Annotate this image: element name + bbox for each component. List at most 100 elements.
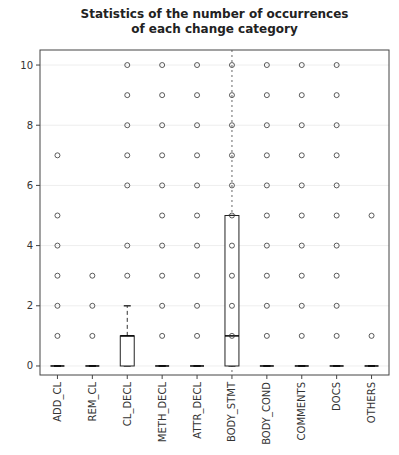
median: [260, 365, 274, 367]
flier: [264, 183, 269, 188]
flier: [90, 303, 95, 308]
median: [120, 335, 134, 337]
flier: [195, 183, 200, 188]
title: Statistics of the number of occurrenceso…: [81, 7, 349, 36]
flier: [334, 273, 339, 278]
x-tick: [162, 375, 163, 379]
flier: [125, 153, 130, 158]
x-tick-label: BODY_COND: [261, 382, 273, 445]
median: [155, 365, 169, 367]
flier: [55, 273, 60, 278]
x-tick-label: BODY_STMT: [226, 381, 238, 442]
box: [120, 336, 134, 366]
plot-area: [50, 50, 378, 375]
flier: [299, 273, 304, 278]
flier: [195, 63, 200, 68]
title-line: of each change category: [131, 22, 298, 36]
x-tick: [301, 375, 302, 379]
x-tick: [197, 375, 198, 379]
flier: [229, 213, 234, 218]
y-tick: [36, 185, 40, 186]
x-tick-label: COMMENTS: [296, 382, 307, 440]
y-gridline: [40, 305, 389, 306]
flier: [334, 243, 339, 248]
flier: [229, 243, 234, 248]
y-tick: [36, 245, 40, 246]
y-gridline: [40, 125, 389, 126]
flier: [299, 153, 304, 158]
flier: [160, 243, 165, 248]
flier: [55, 153, 60, 158]
flier: [160, 63, 165, 68]
y-tick: [36, 125, 40, 126]
flier: [160, 273, 165, 278]
y-tick-label: 2: [27, 300, 33, 311]
flier: [299, 243, 304, 248]
y-gridline: [40, 65, 389, 66]
y-tick: [36, 365, 40, 366]
flier: [334, 303, 339, 308]
box: [260, 365, 274, 366]
flier: [369, 213, 374, 218]
flier: [299, 183, 304, 188]
flier: [90, 273, 95, 278]
flier: [55, 333, 60, 338]
flier: [125, 93, 130, 98]
x-tick-label: ADD_CL: [52, 382, 64, 422]
box: [85, 365, 99, 366]
flier: [334, 153, 339, 158]
flier: [160, 123, 165, 128]
flier: [264, 63, 269, 68]
flier: [229, 93, 234, 98]
flier: [299, 333, 304, 338]
flier: [334, 333, 339, 338]
flier: [125, 63, 130, 68]
x-tick: [57, 375, 58, 379]
flier: [264, 243, 269, 248]
flier: [334, 213, 339, 218]
box: [330, 365, 344, 366]
flier: [55, 243, 60, 248]
flier: [264, 213, 269, 218]
x-tick: [127, 375, 128, 379]
flier: [264, 273, 269, 278]
cap-high: [124, 305, 131, 307]
y-tick-label: 6: [27, 180, 33, 191]
flier: [299, 93, 304, 98]
y-tick-label: 8: [27, 120, 33, 131]
box: [295, 365, 309, 366]
flier: [195, 213, 200, 218]
y-tick-label: 10: [20, 60, 33, 71]
flier: [229, 273, 234, 278]
median: [85, 365, 99, 367]
flier: [229, 183, 234, 188]
flier: [160, 93, 165, 98]
box: [365, 365, 379, 366]
flier: [334, 123, 339, 128]
median: [295, 365, 309, 367]
x-tick-label: ATTR_DECL: [192, 382, 204, 439]
flier: [90, 333, 95, 338]
x-tick-label: DOCS: [331, 382, 342, 411]
box: [155, 365, 169, 366]
flier: [55, 303, 60, 308]
flier: [229, 63, 234, 68]
flier: [125, 123, 130, 128]
x-tick: [92, 375, 93, 379]
flier: [195, 243, 200, 248]
y-gridline: [40, 365, 389, 366]
x-tick: [231, 375, 232, 379]
flier: [229, 123, 234, 128]
x-tick: [266, 375, 267, 379]
box: [225, 216, 239, 366]
flier: [195, 333, 200, 338]
x-tick-label: REM_CL: [87, 382, 99, 422]
y-tick: [36, 305, 40, 306]
flier: [55, 213, 60, 218]
flier: [264, 93, 269, 98]
flier: [160, 333, 165, 338]
flier: [125, 183, 130, 188]
flier: [195, 273, 200, 278]
flier: [264, 123, 269, 128]
flier: [334, 63, 339, 68]
